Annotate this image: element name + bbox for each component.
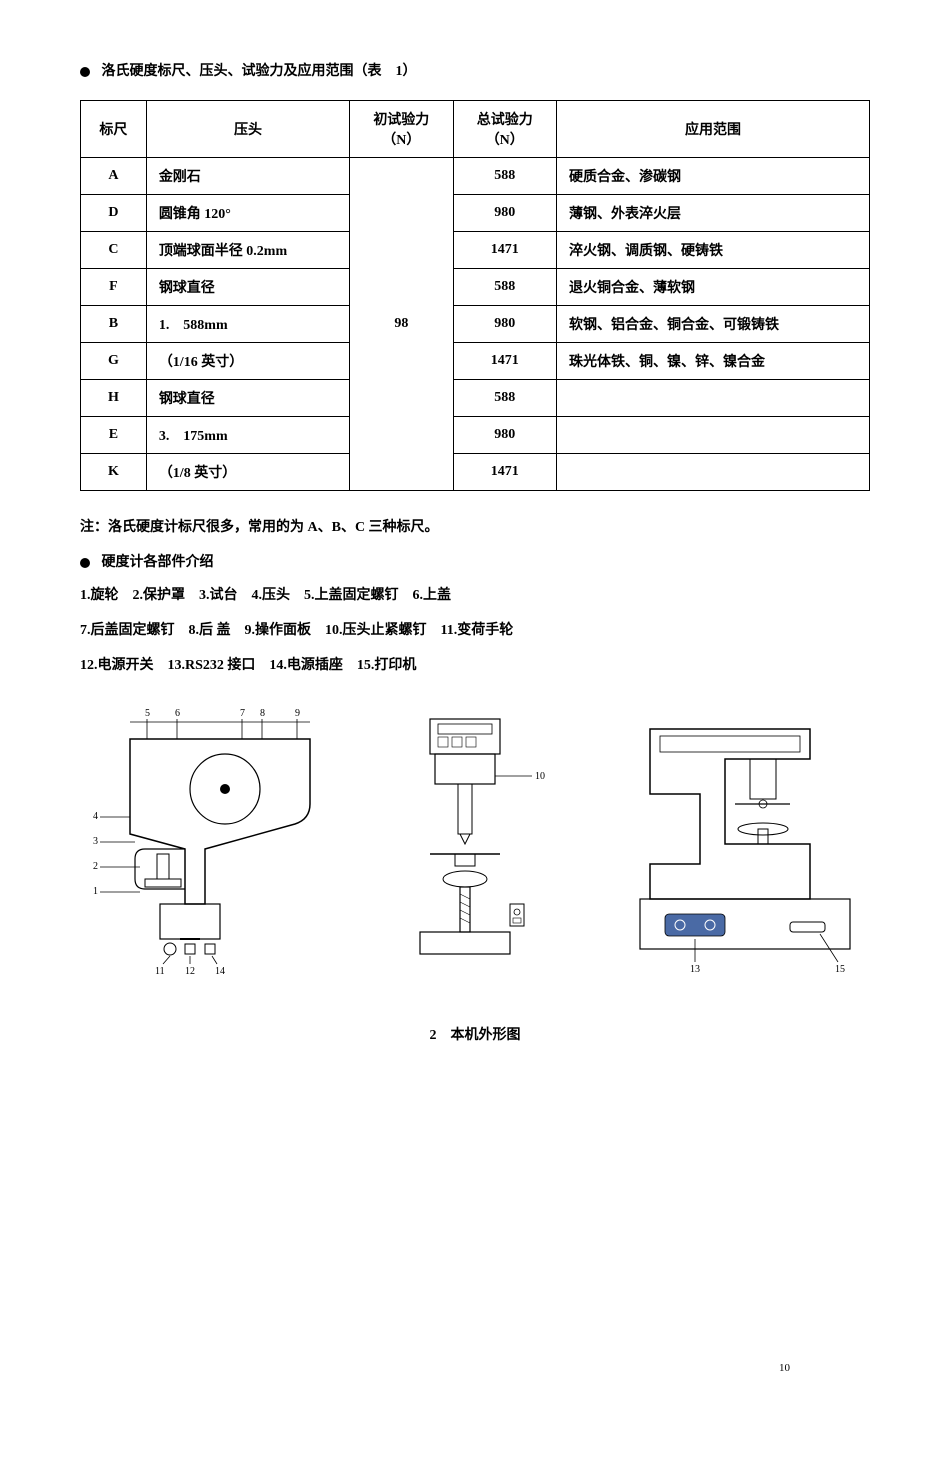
cell-indenter-E: 3. 175mm: [146, 417, 349, 454]
rear-view-svg: 13 15: [610, 704, 870, 984]
side-view-svg: 10: [360, 704, 580, 984]
cell-scale-B: B: [81, 306, 147, 343]
cell-total-F: 588: [453, 269, 556, 306]
hardness-table: 标尺 压头 初试验力 （N） 总试验力 （N） 应用范围 A 金刚石 98 58…: [80, 100, 870, 491]
bullet-icon: [80, 67, 90, 77]
page-number: 10: [779, 1362, 790, 1374]
cell-app-D: 薄钢、外表淬火层: [556, 195, 869, 232]
cell-total-G: 1471: [453, 343, 556, 380]
cell-scale-H: H: [81, 380, 147, 417]
cell-indenter-D: 圆锥角 120°: [146, 195, 349, 232]
cell-scale-D: D: [81, 195, 147, 232]
th-application: 应用范围: [556, 101, 869, 158]
section-title-text: 洛氏硬度标尺、压头、试验力及应用范围（表 1）: [102, 64, 417, 79]
cell-total-C: 1471: [453, 232, 556, 269]
cell-scale-C: C: [81, 232, 147, 269]
diagram-side-view: 10: [345, 704, 595, 984]
cell-total-A: 588: [453, 158, 556, 195]
cell-indenter-G: （1/16 英寸）: [146, 343, 349, 380]
cell-scale-F: F: [81, 269, 147, 306]
front-view-svg: 5 6 7 8 9 4 3 2: [85, 704, 325, 984]
parts-section-title: 硬度计各部件介绍: [80, 551, 870, 571]
diagram-front-view: 5 6 7 8 9 4 3 2: [80, 704, 330, 984]
cell-indenter-A: 金刚石: [146, 158, 349, 195]
cell-scale-G: G: [81, 343, 147, 380]
cell-indenter-B: 1. 588mm: [146, 306, 349, 343]
cell-total-H: 588: [453, 380, 556, 417]
bullet-icon: [80, 558, 90, 568]
figure-caption: 2 本机外形图: [80, 1024, 870, 1044]
parts-line-3: 12.电源开关 13.RS232 接口 14.电源插座 15.打印机: [80, 653, 870, 678]
cell-indenter-C: 顶端球面半径 0.2mm: [146, 232, 349, 269]
cell-total-B: 980: [453, 306, 556, 343]
cell-app-H: [556, 380, 869, 417]
cell-scale-A: A: [81, 158, 147, 195]
cell-app-F: 退火铜合金、薄软钢: [556, 269, 869, 306]
th-total-force: 总试验力 （N）: [453, 101, 556, 158]
cell-total-K: 1471: [453, 454, 556, 491]
svg-text:11: 11: [155, 966, 165, 977]
cell-app-E: [556, 417, 869, 454]
svg-text:8: 8: [260, 708, 265, 719]
cell-app-K: [556, 454, 869, 491]
svg-text:3: 3: [93, 836, 98, 847]
th-scale: 标尺: [81, 101, 147, 158]
svg-text:6: 6: [175, 708, 180, 719]
cell-app-G: 珠光体铁、铜、镍、锌、镍合金: [556, 343, 869, 380]
cell-scale-K: K: [81, 454, 147, 491]
parts-line-2: 7.后盖固定螺钉 8.后 盖 9.操作面板 10.压头止紧螺钉 11.变荷手轮: [80, 618, 870, 643]
svg-text:5: 5: [145, 708, 150, 719]
diagrams-container: 5 6 7 8 9 4 3 2: [80, 704, 870, 984]
cell-indenter-H: 钢球直径: [146, 380, 349, 417]
svg-text:12: 12: [185, 966, 195, 977]
th-indenter: 压头: [146, 101, 349, 158]
svg-text:7: 7: [240, 708, 245, 719]
svg-text:13: 13: [690, 964, 700, 975]
svg-text:1: 1: [93, 886, 98, 897]
cell-app-A: 硬质合金、渗碳钢: [556, 158, 869, 195]
cell-indenter-F: 钢球直径: [146, 269, 349, 306]
svg-text:4: 4: [93, 811, 98, 822]
cell-initial-force: 98: [350, 158, 453, 491]
cell-indenter-K: （1/8 英寸）: [146, 454, 349, 491]
parts-line-1: 1.旋轮 2.保护罩 3.试台 4.压头 5.上盖固定螺钉 6.上盖: [80, 583, 870, 608]
cell-scale-E: E: [81, 417, 147, 454]
cell-total-D: 980: [453, 195, 556, 232]
diagram-rear-view: 13 15: [610, 704, 870, 984]
svg-text:15: 15: [835, 964, 845, 975]
section-title: 洛氏硬度标尺、压头、试验力及应用范围（表 1）: [80, 60, 870, 80]
table-note: 注：洛氏硬度计标尺很多，常用的为 A、B、C 三种标尺。: [80, 516, 870, 536]
parts-title-text: 硬度计各部件介绍: [102, 555, 214, 570]
cell-app-B: 软钢、铝合金、铜合金、可锻铸铁: [556, 306, 869, 343]
svg-text:9: 9: [295, 708, 300, 719]
svg-text:10: 10: [535, 771, 545, 782]
svg-text:2: 2: [93, 861, 98, 872]
svg-text:14: 14: [215, 966, 225, 977]
cell-total-E: 980: [453, 417, 556, 454]
th-initial-force: 初试验力 （N）: [350, 101, 453, 158]
cell-app-C: 淬火钢、调质钢、硬铸铁: [556, 232, 869, 269]
